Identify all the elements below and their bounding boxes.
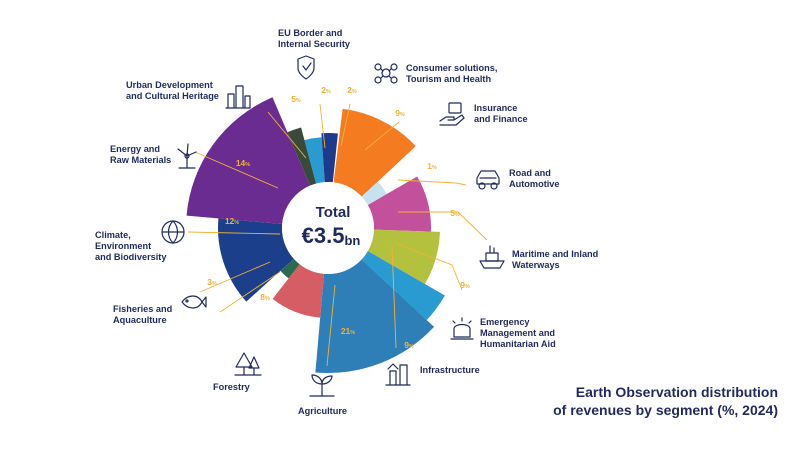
category-label: Emergency Management and Humanitarian Aid [480,317,556,349]
category-label: Road and Automotive [509,168,560,189]
slice-consumer-solutions-tourism-and-health [321,133,338,183]
wind-turbine-icon [177,143,197,169]
leader-line [364,121,400,151]
center-amount-unit: bn [344,233,360,248]
pct-label: 9% [395,108,405,118]
chart-icons [161,55,505,397]
pct-label: 1% [427,161,437,171]
chart-slices [186,97,445,374]
leader-line [199,261,271,293]
chart-category-labels: EU Border and Internal Security Consumer s… [95,28,598,416]
center-total-amount: €3.5bn [302,223,361,248]
leader-line [194,151,279,189]
pct-label: 3% [207,277,217,287]
slice-road-and-automotive [361,181,387,205]
pct-label: 5% [291,94,301,104]
leader-line [340,103,351,147]
leader-line [319,103,326,149]
city-icon [225,85,251,109]
leader-line [326,284,336,367]
center-total-label: Total [316,204,351,221]
leader-line [267,111,307,159]
chart-title-line-1: Earth Observation distribution [576,384,778,400]
sprout-icon [309,374,335,397]
chart-center: Total €3.5bn [282,182,374,274]
category-label: Climate, Environment and Biodiversity [95,230,167,262]
leader-line [187,231,281,235]
center-circle [282,182,374,274]
slice-agriculture [315,259,435,374]
leader-line [394,242,463,291]
slice-urban-development-and-cultural-heritage [287,127,317,186]
shield-icon [297,55,315,80]
slice-insurance-and-finance [333,108,416,197]
infrastructure-icon [385,363,411,386]
category-label: Insurance and Finance [474,103,528,124]
slice-eu-border-and-internal-security [304,137,325,184]
slice-emergency-management-and-humanitarian-aid [367,229,440,284]
slice-maritime-and-inland-waterways [367,176,431,232]
fish-icon [181,295,207,309]
car-icon [476,170,500,190]
slice-infrastructure [361,251,445,321]
chart-title: Earth Observation distribution of revenu… [553,384,778,418]
pct-label: 21% [341,326,355,336]
ship-icon [479,245,505,269]
category-label: Agriculture [298,406,347,416]
pct-label: 9% [404,340,414,350]
pct-label: 9% [460,280,470,290]
category-label: Fisheries and Aquaculture [113,304,172,325]
category-label: Consumer solutions, Tourism and Health [406,63,497,84]
pct-label: 12% [225,216,239,226]
hand-coin-icon [439,102,465,126]
pct-label: 8% [260,292,270,302]
globe-icon [161,220,185,244]
pct-label: 2% [347,85,357,95]
center-amount-main: €3.5 [302,223,345,248]
leader-line [391,244,397,349]
leader-line [219,271,281,313]
chart-title-line-2: of revenues by segment (%, 2024) [553,402,778,418]
category-label: Infrastructure [420,365,480,375]
leader-line [397,179,467,186]
slice-forestry [272,264,324,318]
pct-label: 14% [236,158,250,168]
pct-label: 2% [321,85,331,95]
chart-leader-lines [187,103,488,367]
category-label: Urban Development and Cultural Heritage [126,80,219,101]
slice-fisheries-and-aquaculture [280,258,300,279]
pct-label: 5% [450,208,460,218]
tree-icon [234,352,262,376]
category-label: Forestry [213,382,251,392]
slice-energy-and-raw-materials [186,97,311,224]
siren-icon [450,317,474,340]
category-label: EU Border and Internal Security [278,28,351,49]
category-label: Energy and Raw Materials [110,144,171,165]
chart-percentage-labels: 2% 2% 9% 1% 5% 9% 9% 21% 8% 3% 12% 14% 5% [207,85,470,350]
leader-line [398,211,488,241]
category-label: Maritime and Inland Waterways [512,249,598,270]
people-network-icon [374,63,398,84]
slice-climate-environment-and-biodiversity [218,218,294,302]
